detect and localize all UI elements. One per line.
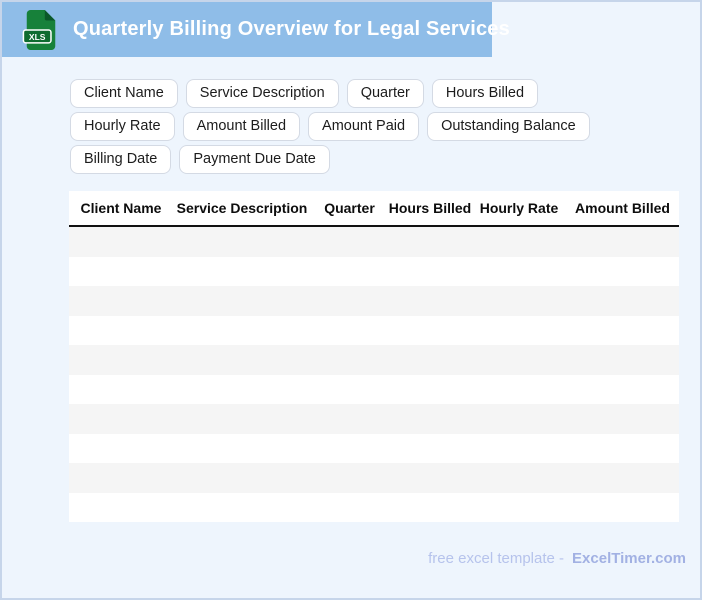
chip-outstanding-balance[interactable]: Outstanding Balance xyxy=(427,112,590,141)
table-row xyxy=(69,315,679,345)
footer: free excel template - ExcelTimer.com xyxy=(428,550,686,567)
chip-list: Client Name Service Description Quarter Hou… xyxy=(70,79,622,174)
table-row xyxy=(69,227,679,257)
xls-badge-text: XLS xyxy=(29,31,46,41)
preview-table: Client Name Service Description Quarter Hou… xyxy=(69,191,679,522)
table-row xyxy=(69,404,679,434)
chip-service-description[interactable]: Service Description xyxy=(185,79,339,108)
brand-link[interactable]: ExcelTimer.com xyxy=(572,550,686,567)
header-bar: XLS Quarterly Billing Overview for Legal… xyxy=(2,2,510,57)
column-header-client-name: Client Name xyxy=(80,200,162,216)
table-row xyxy=(69,256,679,286)
chip-billing-date[interactable]: Billing Date xyxy=(70,145,172,174)
table-row xyxy=(69,463,679,493)
chip-payment-due-date[interactable]: Payment Due Date xyxy=(179,145,330,174)
xls-file-icon: XLS xyxy=(22,9,56,50)
chip-hours-billed[interactable]: Hours Billed xyxy=(431,79,539,108)
table-body xyxy=(69,227,679,522)
chip-amount-paid[interactable]: Amount Paid xyxy=(308,112,420,141)
column-header-quarter: Quarter xyxy=(324,200,375,216)
footer-text: free excel template - xyxy=(428,550,565,567)
chip-client-name[interactable]: Client Name xyxy=(70,79,178,108)
column-header-hours-billed: Hours Billed xyxy=(388,200,472,216)
table-row xyxy=(69,286,679,316)
chip-quarter[interactable]: Quarter xyxy=(346,79,424,108)
column-header-service-description: Service Description xyxy=(176,200,308,216)
table-row xyxy=(69,492,679,522)
column-header-hourly-rate: Hourly Rate xyxy=(479,200,559,216)
chip-amount-billed[interactable]: Amount Billed xyxy=(182,112,301,141)
table-header-row: Client Name Service Description Quarter Hou… xyxy=(69,191,679,227)
table-row xyxy=(69,433,679,463)
column-header-amount-billed: Amount Billed xyxy=(575,200,670,216)
table-row xyxy=(69,345,679,375)
table-row xyxy=(69,374,679,404)
page-title: Quarterly Billing Overview for Legal Ser… xyxy=(73,18,510,40)
chip-hourly-rate[interactable]: Hourly Rate xyxy=(70,112,175,141)
